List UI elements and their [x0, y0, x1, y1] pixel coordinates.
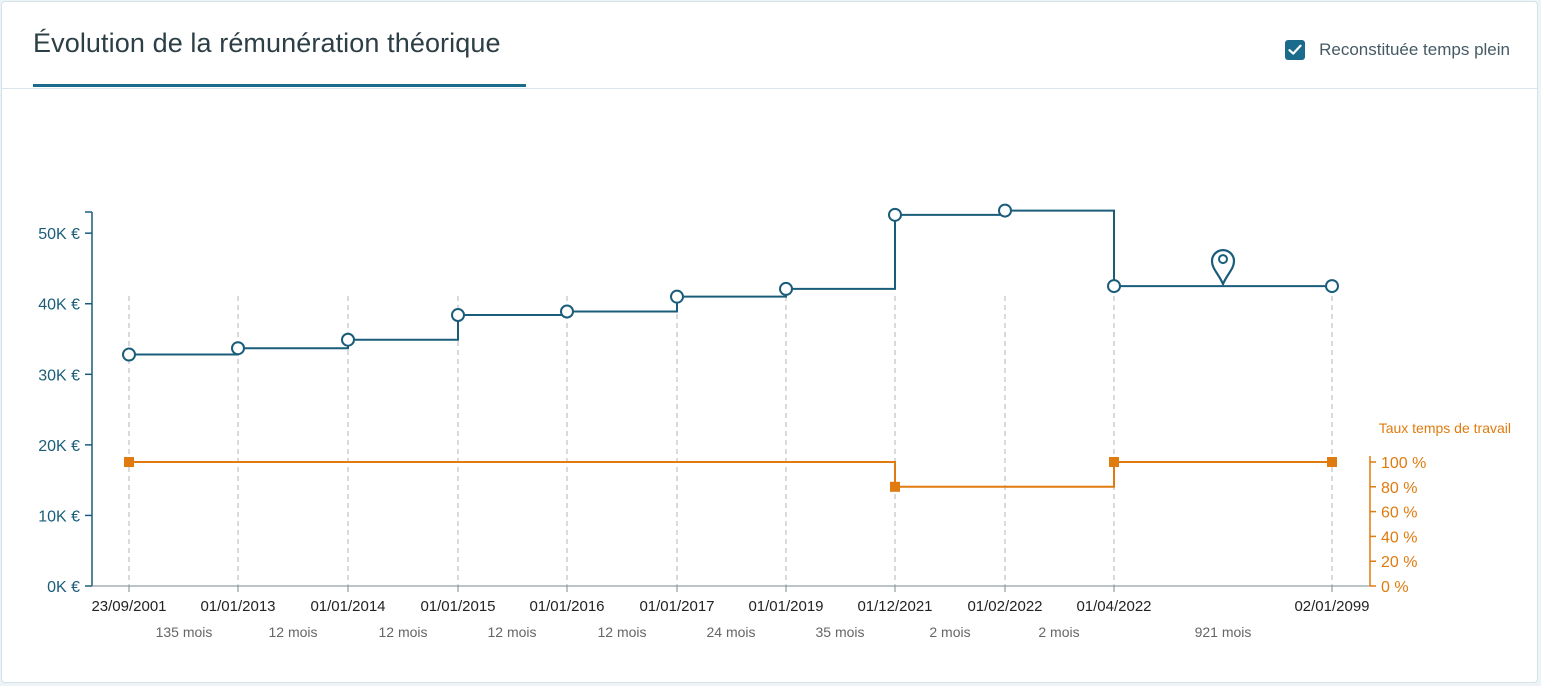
- y-tick-label-left: 20K €: [38, 438, 80, 455]
- duration-label: 12 mois: [268, 624, 317, 640]
- y-tick-label-left: 50K €: [38, 226, 80, 243]
- x-tick-label: 01/02/2022: [967, 598, 1042, 615]
- rate-axis-title: Taux temps de travail: [1379, 420, 1511, 436]
- duration-label: 2 mois: [1038, 624, 1079, 640]
- y-tick-label-left: 30K €: [38, 367, 80, 384]
- full-time-toggle-label: Reconstituée temps plein: [1319, 40, 1510, 59]
- salary-point: [998, 203, 1012, 218]
- y-tick-label-right: 40 %: [1381, 529, 1417, 546]
- x-tick-label: 01/01/2017: [639, 598, 714, 615]
- salary-series-line: [129, 209, 1332, 356]
- rate-series-line: [129, 461, 1332, 488]
- salary-point: [451, 308, 465, 323]
- chart-title: Évolution de la rémunération théorique: [33, 28, 501, 58]
- y-tick-label-right: 80 %: [1381, 480, 1417, 497]
- duration-label: 12 mois: [487, 624, 536, 640]
- x-tick-label: 01/01/2015: [420, 598, 495, 615]
- x-tick-label: 01/01/2019: [748, 598, 823, 615]
- rate-point: [890, 481, 900, 492]
- duration-label: 35 mois: [815, 624, 864, 640]
- title-underline: [33, 84, 526, 87]
- x-tick-label: 01/12/2021: [857, 598, 932, 615]
- rate-point: [1327, 457, 1337, 467]
- salary-point: [341, 332, 355, 347]
- y-tick-label-right: 60 %: [1381, 505, 1417, 522]
- y-tick-label-right: 0 %: [1381, 579, 1409, 596]
- y-tick-label-right: 20 %: [1381, 554, 1417, 571]
- y-tick-label-left: 0K €: [47, 579, 80, 596]
- salary-point: [670, 289, 684, 304]
- duration-label: 921 mois: [1195, 624, 1252, 640]
- x-tick-label: 01/01/2013: [200, 598, 275, 615]
- full-time-toggle[interactable]: Reconstituée temps plein: [1285, 40, 1510, 60]
- x-tick-label: 02/01/2099: [1294, 598, 1369, 615]
- y-tick-label-right: 100 %: [1381, 455, 1426, 472]
- x-tick-label: 01/01/2014: [310, 598, 385, 615]
- x-tick-label: 01/04/2022: [1076, 598, 1151, 615]
- salary-point: [888, 207, 902, 222]
- salary-point: [231, 341, 245, 356]
- duration-label: 24 mois: [706, 624, 755, 640]
- salary-point: [560, 304, 574, 319]
- y-tick-label-left: 10K €: [38, 508, 80, 525]
- salary-point: [779, 281, 793, 296]
- salary-point: [1107, 279, 1121, 294]
- map-pin-dot: [1218, 254, 1228, 265]
- map-pin-icon: [1210, 249, 1236, 288]
- x-tick-label: 23/09/2001: [91, 598, 166, 615]
- rate-point: [1109, 457, 1119, 467]
- card-header: Évolution de la rémunération théorique R…: [2, 2, 1537, 89]
- check-icon[interactable]: [1285, 40, 1306, 60]
- y-tick-label-left: 40K €: [38, 297, 80, 314]
- salary-point: [122, 347, 136, 362]
- duration-label: 135 mois: [156, 624, 213, 640]
- duration-label: 12 mois: [378, 624, 427, 640]
- duration-label: 12 mois: [597, 624, 646, 640]
- duration-label: 2 mois: [929, 624, 970, 640]
- salary-point: [1325, 279, 1339, 294]
- x-tick-label: 01/01/2016: [529, 598, 604, 615]
- rate-point: [124, 457, 134, 467]
